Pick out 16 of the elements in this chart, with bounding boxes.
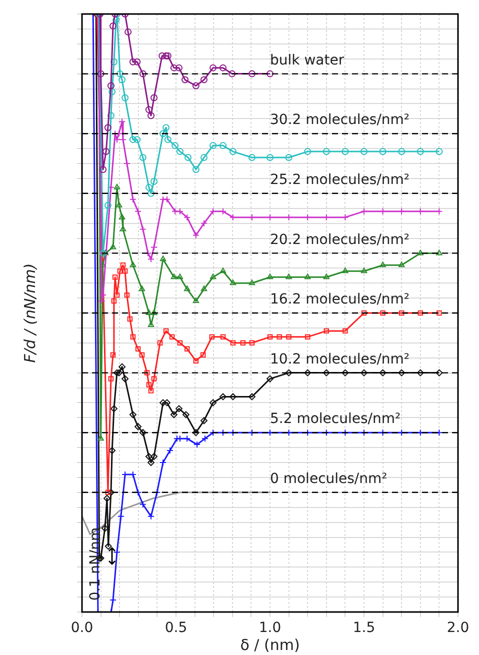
x-tick-label: 0.0 [70,620,94,636]
annotation: 0.1 nN/nm [88,527,104,601]
x-tick-label: 1.5 [352,620,376,636]
ref-line-label: bulk water [270,52,344,68]
ref-line-label: 10.2 molecules/nm² [270,351,410,368]
x-tick-label: 1.0 [258,620,282,636]
ref-line-label: 25.2 molecules/nm² [270,172,410,188]
ref-line-label: 0 molecules/nm² [270,471,388,488]
y-axis-title: F/d / (nN/nm) [20,263,39,363]
x-tick-label: 2.0 [446,620,470,636]
x-axis-title: δ / (nm) [240,636,300,654]
ref-line-label: 20.2 molecules/nm² [270,232,410,248]
ref-line-label: 5.2 molecules/nm² [270,411,401,428]
x-tick-label: 0.5 [164,620,188,636]
ref-line-label: 16.2 molecules/nm² [270,292,410,308]
ref-line-label: 30.2 molecules/nm² [270,112,410,128]
